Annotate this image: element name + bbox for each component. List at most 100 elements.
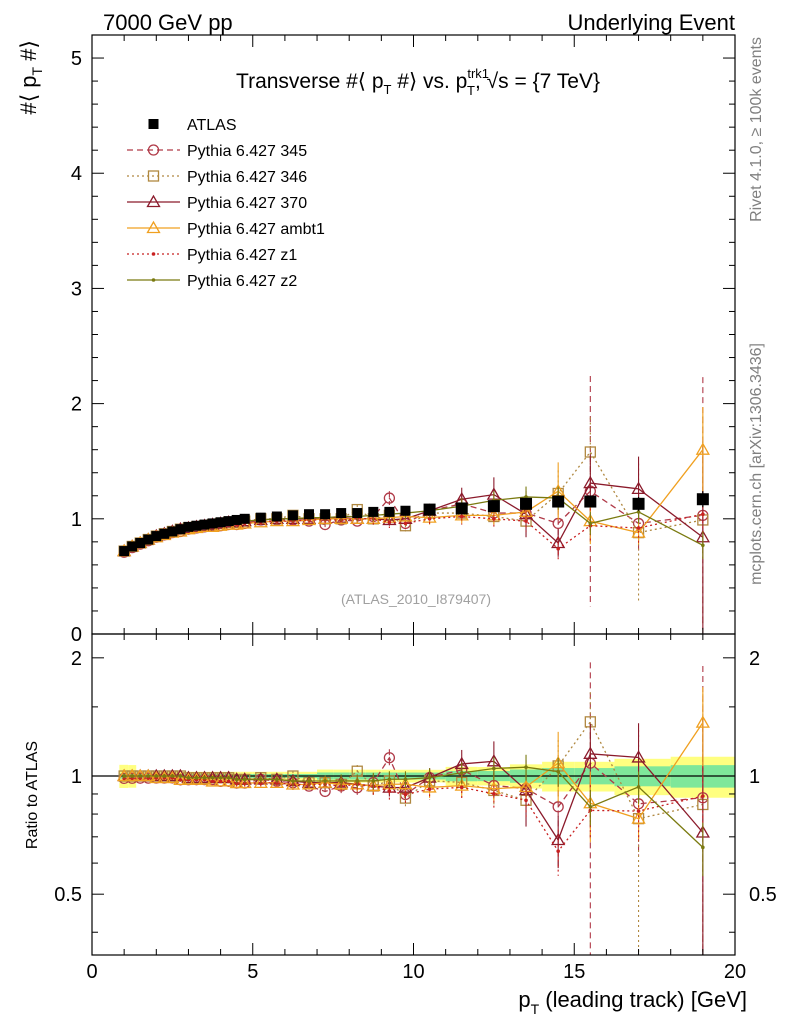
- ratio-marker: [403, 792, 408, 797]
- y-tick-label: 5: [71, 48, 82, 70]
- ratio-marker: [186, 776, 191, 780]
- title-sup2: trk1: [467, 66, 489, 81]
- ratio-marker: [226, 779, 231, 784]
- ratio-marker: [695, 715, 710, 728]
- atlas-marker: [287, 510, 298, 521]
- atlas-marker: [696, 493, 709, 506]
- ratio-marker: [122, 774, 126, 778]
- legend-entry: Pythia 6.427 z2: [127, 273, 297, 290]
- ratio-marker: [237, 775, 252, 789]
- ratio-tick-label-right: 2: [749, 648, 760, 670]
- series-marker: [695, 442, 710, 455]
- legend-marker: [147, 144, 160, 156]
- ratio-series-line: [124, 766, 704, 848]
- ratio-marker: [210, 779, 215, 784]
- ratio-marker: [366, 778, 381, 792]
- series-marker: [492, 517, 496, 521]
- atlas-marker: [183, 521, 194, 532]
- legend-marker: [151, 278, 156, 282]
- ratio-marker: [117, 768, 132, 782]
- series-line: [123, 450, 703, 552]
- title-suffix: , √s = {7 TeV}: [475, 70, 600, 93]
- legend-label: Pythia 6.427 370: [187, 195, 307, 212]
- ratio-marker: [189, 772, 204, 785]
- y-tick-label: 3: [71, 278, 82, 300]
- ratio-marker: [275, 777, 279, 782]
- ylabel-main-sub: T: [29, 67, 45, 76]
- title-mid: #⟩ vs. p: [391, 70, 467, 93]
- ratio-series-1: [118, 692, 709, 955]
- series-marker: [403, 521, 408, 526]
- series-marker: [524, 495, 528, 499]
- series-marker: [383, 492, 396, 504]
- main-y-axis-label: #⟨ pT #⟩: [16, 40, 45, 115]
- ratio-marker: [125, 768, 140, 782]
- chart-title: Transverse #⟨ pT #⟩ vs. ptrk1 T, √s = {7 …: [236, 66, 600, 98]
- ratio-marker: [242, 777, 247, 782]
- ratio-series-line: [124, 777, 703, 853]
- ratio-marker: [178, 777, 183, 782]
- ratio-marker: [133, 768, 148, 782]
- ratio-marker: [197, 770, 212, 783]
- ratio-marker: [334, 777, 349, 790]
- atlas-marker: [127, 541, 138, 552]
- ratio-marker: [157, 768, 172, 782]
- ratio-marker: [165, 770, 180, 784]
- ratio-marker: [701, 845, 705, 850]
- atlas-marker: [143, 534, 154, 545]
- x-tick-label: 20: [724, 961, 746, 983]
- atlas-marker: [151, 531, 162, 542]
- series-marker: [382, 512, 397, 526]
- ratio-marker: [552, 801, 564, 813]
- y-tick-label: 4: [71, 163, 82, 185]
- ratio-marker: [130, 774, 134, 778]
- series-3: [117, 407, 710, 557]
- legend-label: Pythia 6.427 ambt1: [187, 221, 325, 238]
- series-line: [123, 449, 704, 552]
- legend: ATLAS Pythia 6.427 345 Pythia 6.427 346 Pyt…: [127, 117, 325, 290]
- ratio-marker: [234, 777, 239, 782]
- atlas-marker: [368, 506, 379, 517]
- ratio-marker: [138, 774, 143, 778]
- ratio-marker: [210, 775, 215, 780]
- series-marker: [427, 517, 432, 521]
- legend-label: Pythia 6.427 346: [187, 169, 307, 186]
- ratio-marker: [355, 779, 360, 783]
- ratio-tick-label-left: 2: [71, 648, 82, 670]
- legend-label: Pythia 6.427 z1: [187, 247, 297, 264]
- xlabel-main: p: [518, 987, 530, 1012]
- ratio-marker: [524, 798, 528, 803]
- series-marker: [398, 509, 413, 522]
- ratio-marker: [194, 776, 199, 780]
- ratio-series-5: [122, 754, 705, 877]
- ratio-marker: [524, 765, 528, 769]
- atlas-marker: [336, 508, 347, 519]
- ratio-marker: [492, 766, 496, 771]
- ratio-marker: [317, 775, 333, 788]
- ratio-marker: [301, 777, 317, 790]
- series-marker: [631, 481, 646, 495]
- legend-marker: [146, 194, 161, 208]
- ratio-marker: [141, 768, 156, 782]
- atlas-marker: [584, 495, 597, 508]
- series-marker: [387, 520, 392, 525]
- axes: 0 5 10 15 20 0 1 2 3 4 5 0.5 0.5 1 1 2 2: [54, 34, 777, 983]
- atlas-marker: [223, 516, 234, 527]
- y-tick-label: 2: [71, 394, 82, 416]
- atlas-marker: [304, 509, 315, 520]
- atlas-marker: [384, 506, 395, 517]
- ratio-marker: [556, 769, 560, 774]
- ratio-marker: [492, 792, 496, 796]
- ratio-marker: [221, 773, 236, 787]
- legend-marker: [146, 220, 161, 234]
- ratio-marker: [556, 849, 560, 853]
- legend-entry: Pythia 6.427 370: [127, 194, 307, 212]
- atlas-marker: [271, 511, 282, 522]
- ratio-marker: [253, 775, 268, 789]
- ratio-marker: [636, 785, 641, 789]
- ratio-marker: [427, 787, 432, 791]
- atlas-marker: [159, 528, 170, 539]
- series-marker: [583, 475, 598, 489]
- legend-label: Pythia 6.427 z2: [187, 273, 297, 290]
- atlas-marker: [520, 497, 533, 510]
